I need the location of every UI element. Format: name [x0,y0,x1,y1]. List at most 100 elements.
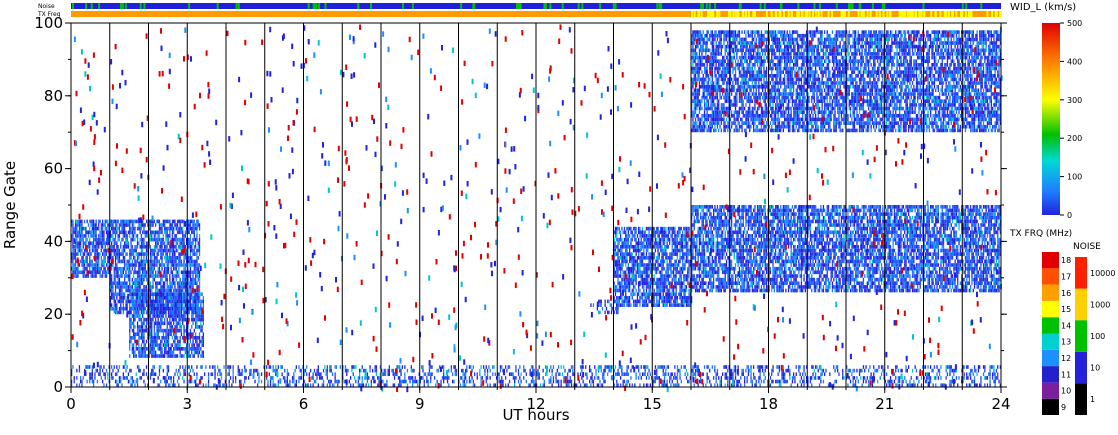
backscatter-cell [185,234,186,238]
backscatter-cell [140,267,141,271]
backscatter-cell [699,227,700,231]
backscatter-cell [192,249,193,253]
backscatter-cell [190,271,191,275]
backscatter-cell [656,281,657,285]
backscatter-cell [771,252,772,256]
noise-strip-mark [562,3,564,9]
backscatter-cell [158,322,159,326]
noise-strip-mark [238,3,240,9]
backscatter-cell [698,281,699,285]
backscatter-cell [155,354,156,358]
backscatter-cell [714,260,715,264]
backscatter-cell [747,281,748,285]
backscatter-cell [90,260,91,264]
backscatter-cell [713,271,714,275]
backscatter-cell [180,340,181,344]
backscatter-cell [90,252,91,256]
backscatter-cell [150,303,151,307]
backscatter-cell [679,289,680,293]
backscatter-cell [710,241,711,245]
backscatter-cell [163,322,164,326]
backscatter-cell [146,318,147,322]
backscatter-cell [761,241,762,245]
backscatter-cell [731,245,732,249]
backscatter-cell [75,252,76,256]
backscatter-cell [776,212,777,216]
backscatter-cell [80,252,81,256]
backscatter-cell [150,347,151,351]
backscatter-cell [97,252,98,256]
backscatter-cell [173,227,174,231]
backscatter-cell [621,278,622,282]
backscatter-cell [106,271,107,275]
backscatter-cell [181,227,182,231]
backscatter-cell [750,220,751,224]
backscatter-cell [84,274,85,278]
backscatter-cell [617,296,618,300]
backscatter-cell [685,274,686,278]
backscatter-cell [80,271,81,275]
backscatter-cell [83,234,84,238]
backscatter-cell [725,212,726,216]
backscatter-cell [195,325,196,329]
backscatter-cell [158,354,159,358]
backscatter-cell [115,278,116,282]
backscatter-cell [754,220,755,224]
backscatter-cell [169,351,170,355]
backscatter-cell [656,289,657,293]
backscatter-cell [152,271,153,275]
backscatter-cell [772,209,773,213]
backscatter-cell [138,347,139,351]
backscatter-cell [650,300,651,304]
backscatter-cell [763,278,764,282]
noise-strip-mark [760,3,762,9]
backscatter-cell [138,354,139,358]
backscatter-cell [183,278,184,282]
backscatter-cell [103,234,104,238]
backscatter-cell [670,296,671,300]
backscatter-cell [708,234,709,238]
backscatter-cell [198,318,199,322]
backscatter-cell [707,212,708,216]
backscatter-cell [191,311,192,315]
backscatter-cell [708,209,709,213]
backscatter-cell [116,220,117,224]
backscatter-cell [150,343,151,347]
backscatter-cell [180,223,181,227]
backscatter-cell [133,332,134,336]
backscatter-cell [615,274,616,278]
backscatter-cell [717,216,718,220]
backscatter-cell [121,296,122,300]
backscatter-cell [625,289,626,293]
backscatter-cell [692,274,693,278]
backscatter-cell [745,209,746,213]
backscatter-cell [133,231,134,235]
backscatter-cell [639,303,640,307]
backscatter-cell [173,296,174,300]
backscatter-cell [721,231,722,235]
backscatter-cell [198,325,199,329]
backscatter-cell [704,241,705,245]
backscatter-cell [152,303,153,307]
backscatter-cell [775,209,776,213]
backscatter-cell [150,340,151,344]
backscatter-cell [145,325,146,329]
backscatter-cell [685,285,686,289]
backscatter-cell [114,296,115,300]
backscatter-cell [141,303,142,307]
backscatter-cell [89,227,90,231]
backscatter-cell [123,249,124,253]
backscatter-cell [676,263,677,267]
backscatter-cell [158,332,159,336]
backscatter-cell [140,223,141,227]
backscatter-cell [624,252,625,256]
backscatter-cell [81,249,82,253]
backscatter-cell [140,300,141,304]
backscatter-cell [199,289,200,293]
backscatter-cell [642,260,643,264]
backscatter-cell [172,256,173,260]
backscatter-cell [83,271,84,275]
backscatter-cell [143,354,144,358]
backscatter-cell [779,241,780,245]
backscatter-cell [192,307,193,311]
